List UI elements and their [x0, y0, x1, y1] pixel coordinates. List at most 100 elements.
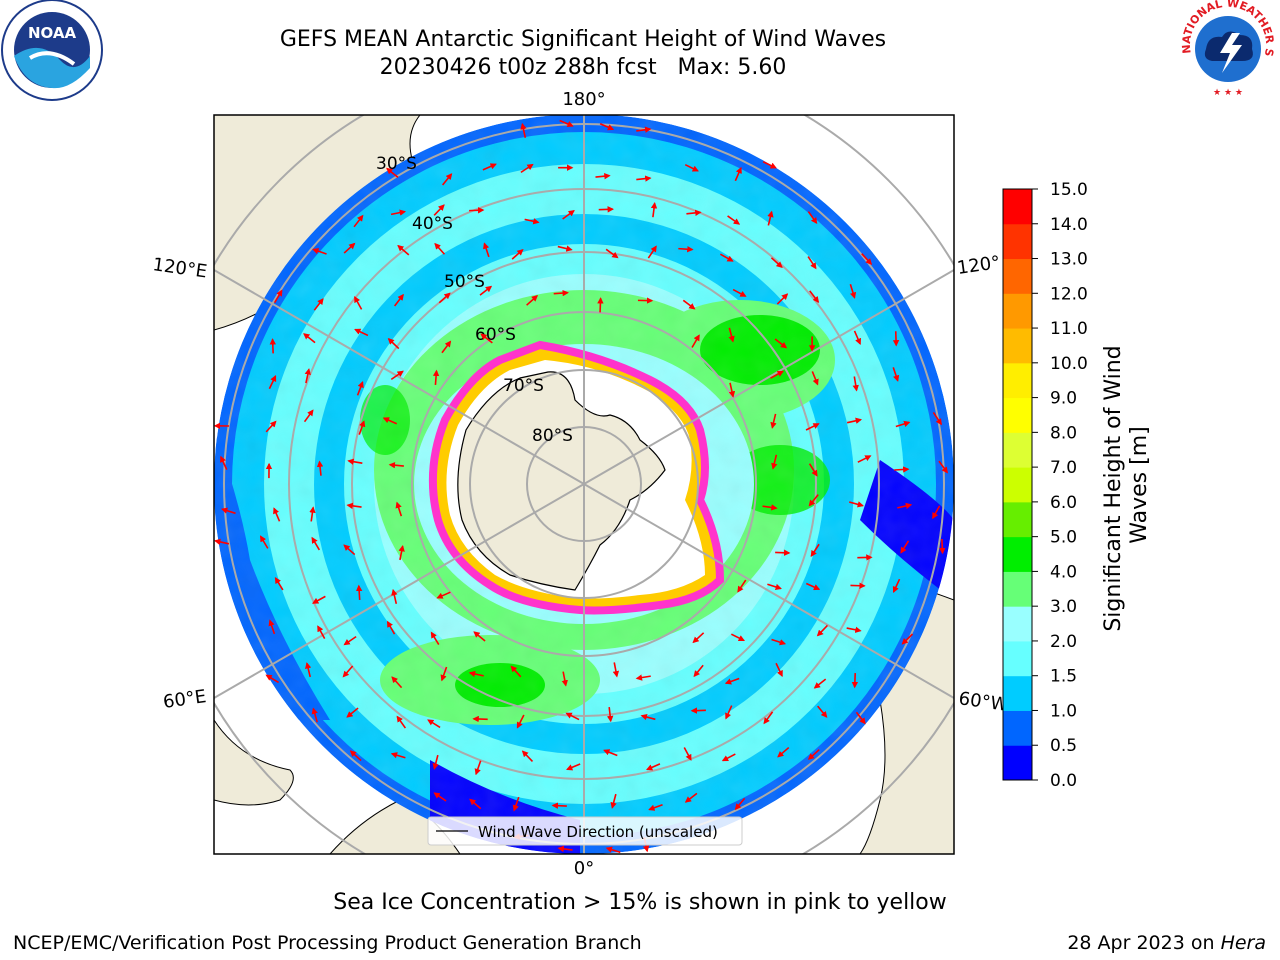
wind-wave-arrow	[390, 370, 404, 381]
colorbar-segment	[1003, 258, 1032, 294]
wind-wave-arrow	[386, 620, 396, 635]
svg-text:★ ★ ★: ★ ★ ★	[1213, 88, 1243, 98]
wind-wave-arrow	[433, 792, 447, 802]
wind-wave-arrow	[469, 798, 482, 810]
wind-wave-arrow	[635, 674, 651, 681]
wind-wave-arrow	[474, 760, 482, 776]
wind-wave-arrow	[268, 619, 276, 635]
wind-wave-arrow	[771, 454, 778, 470]
wind-wave-arrow	[606, 707, 614, 723]
wind-wave-arrow	[440, 666, 448, 682]
wind-wave-arrow	[468, 670, 484, 678]
wind-wave-arrow	[526, 295, 539, 306]
wind-wave-arrow	[892, 578, 901, 594]
colorbar-label: Significant Height of Wind Waves [m]	[1101, 338, 1152, 631]
wind-wave-arrow	[305, 662, 312, 678]
wind-wave-arrow	[683, 747, 692, 761]
wind-wave-arrow	[774, 338, 788, 349]
colorbar-border	[1002, 188, 1033, 781]
wind-wave-arrow	[851, 673, 859, 689]
wind-wave-arrow	[347, 458, 363, 465]
graticule	[214, 115, 954, 854]
wind-wave-arrow	[682, 299, 696, 310]
wind-wave-arrow	[388, 462, 404, 469]
wind-wave-arrow	[510, 665, 522, 678]
wind-wave-arrow	[433, 204, 445, 216]
wind-wave-arrow	[273, 507, 281, 522]
wind-wave-arrow	[269, 338, 276, 354]
wind-wave-arrow	[732, 288, 747, 297]
colorbar-tick-label: 0.5	[1050, 736, 1077, 756]
wind-wave-arrow	[693, 664, 704, 678]
wind-wave-arrow	[640, 713, 656, 721]
wind-wave-arrow	[214, 538, 230, 546]
colorbar-tick-label: 5.0	[1050, 528, 1077, 548]
lat-label-30s: 30°S	[376, 154, 417, 174]
wind-wave-arrow	[469, 207, 485, 214]
wind-wave-arrow	[597, 297, 604, 313]
colorbar-tick-label: 15.0	[1050, 180, 1088, 200]
wind-wave-arrow	[721, 753, 736, 762]
wind-wave-arrow	[441, 340, 452, 354]
wind-wave-arrow	[932, 505, 941, 520]
chart-subtitle: 20230426 t00z 288h fcst Max: 5.60	[379, 55, 787, 80]
wind-wave-arrow	[220, 507, 236, 515]
lon-label-120w: 120°	[956, 252, 1002, 279]
wind-wave-arrow	[397, 244, 410, 256]
colorbar-tick-label: 9.0	[1050, 389, 1077, 409]
colorbar-tick-label: 13.0	[1050, 250, 1088, 270]
wind-wave-arrow	[846, 417, 863, 424]
colorbar: 0.0 0.5 1.0 1.5 2.0 3.0 4.0 5.0 6.0 7.0 8.0 9.0 10.0…	[1002, 180, 1088, 791]
wind-wave-arrow	[849, 284, 857, 299]
wind-wave-arrow	[771, 638, 787, 646]
colorbar-tick-label: 1.5	[1050, 667, 1077, 687]
colorbar-segment	[1003, 710, 1032, 746]
wind-wave-arrow	[852, 376, 859, 392]
colorbar-tick-label: 2.0	[1050, 632, 1077, 652]
wind-wave-arrow	[686, 209, 702, 217]
wind-wave-arrow	[776, 293, 789, 305]
lon-label-180: 180°	[562, 89, 605, 110]
wind-wave-arrow	[892, 367, 900, 382]
wind-wave-arrow	[274, 576, 284, 591]
wind-wave-arrow	[434, 242, 446, 255]
wind-wave-arrow	[398, 544, 405, 561]
wind-wave-arrow	[684, 792, 698, 803]
nws-logo-icon: NATIONAL WEATHER SERVICE ★ ★ ★	[1176, 0, 1278, 99]
wind-wave-arrow	[734, 797, 746, 811]
footer-credit: NCEP/EMC/Verification Post Processing Pr…	[13, 932, 642, 954]
wind-wave-arrow	[728, 327, 735, 343]
wind-wave-arrow	[647, 245, 657, 259]
wind-wave-arrow	[770, 370, 784, 379]
wind-wave-arrow	[595, 172, 611, 180]
wind-wave-arrow	[807, 211, 818, 225]
colorbar-tick-label: 12.0	[1050, 284, 1088, 304]
wind-wave-arrow	[354, 296, 363, 310]
map-border	[213, 114, 955, 855]
wind-wave-arrow	[648, 804, 663, 811]
wind-wave-arrow	[441, 173, 453, 186]
wind-wave-arrow	[358, 420, 366, 435]
colorbar-segment	[1003, 328, 1032, 364]
wind-wave-arrow	[719, 253, 734, 262]
wind-wave-arrow	[897, 502, 913, 510]
wind-wave-arrow	[382, 417, 398, 425]
lon-label-60w: 60°W	[957, 688, 1009, 716]
wind-wave-arrow	[932, 412, 942, 426]
wind-wave-arrow	[853, 330, 862, 345]
wind-wave-arrow	[846, 626, 862, 633]
wind-wave-arrow	[391, 676, 403, 689]
wind-wave-arrow	[855, 711, 866, 725]
wind-wave-arrow	[511, 248, 524, 260]
wind-wave-arrow	[684, 163, 699, 172]
wind-wave-arrow	[901, 633, 914, 645]
wind-wave-arrow	[349, 750, 362, 762]
map-frame: 30°S 40°S 50°S 60°S 70°S 80°S Wind Wave …	[214, 115, 954, 854]
wind-wave-arrow	[810, 543, 820, 557]
wind-wave-arrows	[214, 119, 948, 854]
antarctica-land	[457, 371, 666, 591]
wind-wave-arrow	[728, 382, 736, 398]
wind-wave-arrow	[598, 206, 614, 213]
wind-wave-arrow	[775, 662, 783, 678]
wind-wave-arrow	[737, 579, 747, 593]
